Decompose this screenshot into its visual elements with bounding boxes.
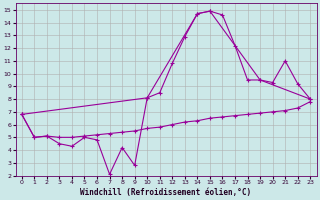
X-axis label: Windchill (Refroidissement éolien,°C): Windchill (Refroidissement éolien,°C) xyxy=(80,188,252,197)
